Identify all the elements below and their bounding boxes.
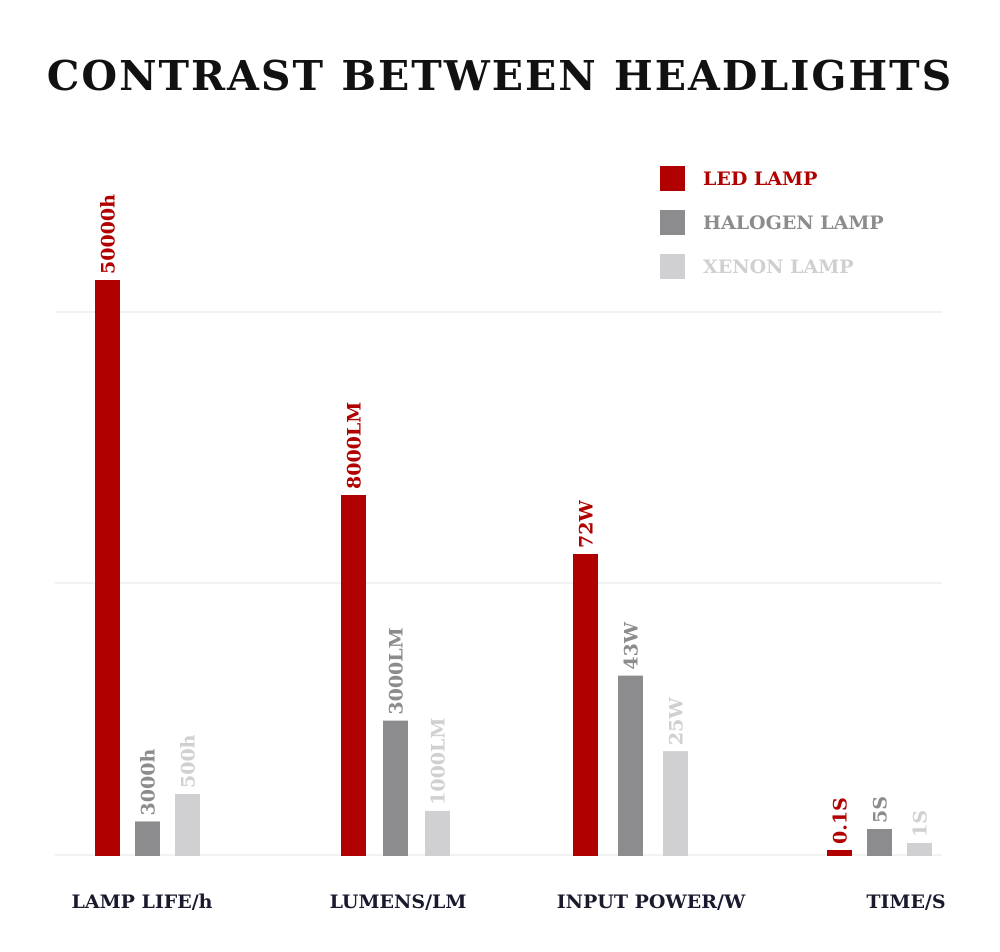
chart-title: CONTRAST BETWEEN HEADLIGHTS [46,52,954,100]
bar-xenon-lamp [175,794,200,856]
bar-value-label: 3000h [138,749,160,816]
bar-value-label: 3000LM [386,627,408,714]
category-label: LAMP LIFE/h [71,891,212,913]
category-label: INPUT POWER/W [557,891,746,913]
legend-label: XENON LAMP [703,256,854,278]
legend-label: HALOGEN LAMP [703,212,884,234]
bar-value-label: 1000LM [428,718,450,805]
category-label: TIME/S [866,891,945,913]
legend-label: LED LAMP [703,168,817,190]
bar-led-lamp [95,280,120,856]
category-label: LUMENS/LM [330,891,467,913]
bar-xenon-lamp [907,843,932,856]
bar-halogen-lamp [618,675,643,856]
bar-led-lamp [827,850,852,856]
gridlines [55,311,942,856]
bar-value-label: 8000LM [344,402,366,489]
legend-swatch [660,254,685,279]
bar-xenon-lamp [663,751,688,856]
bar-value-label: 50000h [98,194,120,274]
bar-value-label: 0.1S [830,797,852,844]
bar-value-label: 25W [666,697,688,745]
value-labels: 50000h 3000h 500h 8000LM 3000LM 1000LM 72W 43W 2… [98,194,932,844]
bar-halogen-lamp [867,829,892,856]
legend-swatch [660,210,685,235]
category-labels: LAMP LIFE/h LUMENS/LM INPUT POWER/W TIME/S [71,891,945,913]
bar-value-label: 500h [178,734,200,788]
bars [95,280,932,856]
bar-value-label: 43W [621,621,643,669]
bar-value-label: 72W [576,500,598,548]
bar-halogen-lamp [383,720,408,856]
bar-value-label: 5S [870,796,892,823]
legend-swatch [660,166,685,191]
bar-halogen-lamp [135,821,160,856]
bar-led-lamp [573,554,598,856]
bar-led-lamp [341,495,366,856]
bar-value-label: 1S [910,810,932,837]
legend: LED LAMP HALOGEN LAMP XENON LAMP [660,166,884,279]
bar-xenon-lamp [425,810,450,856]
